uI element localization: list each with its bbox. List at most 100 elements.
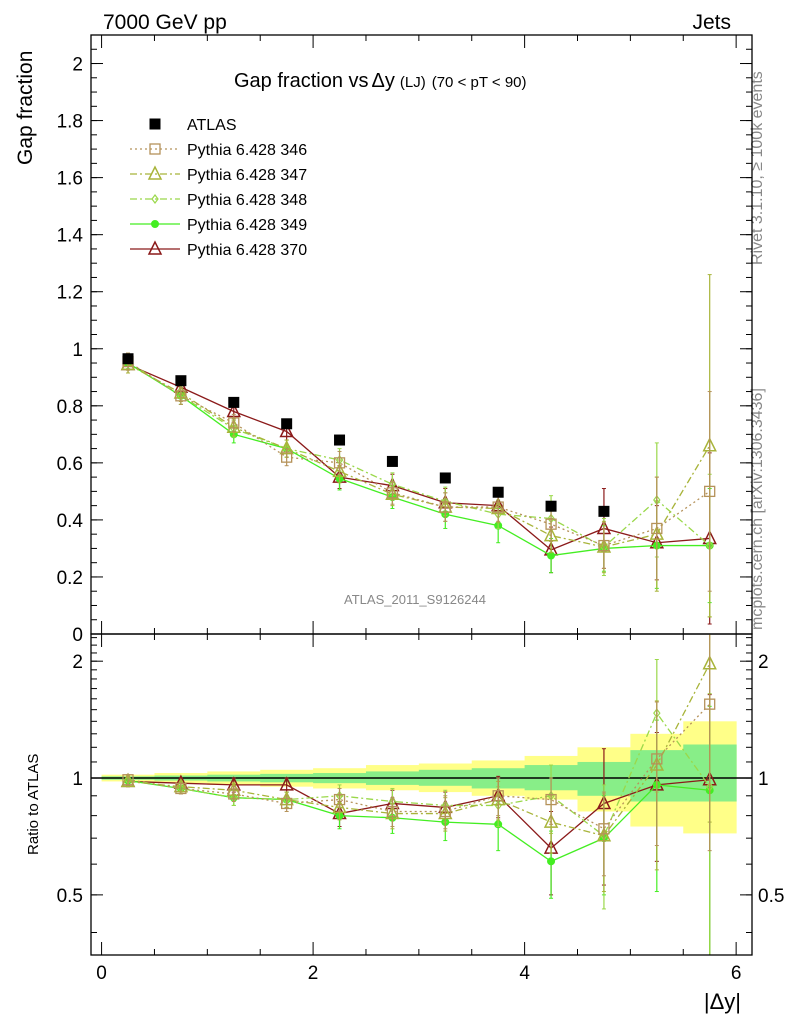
header-beam-label: 7000 GeV pp [103,11,227,34]
ratio-point [543,813,559,828]
legend-marker [151,194,159,204]
main-panel: 0 0.2 0.4 0.6 0.8 1 1.2 1.4 1.6 1.8 2 [57,34,753,646]
main-line-pythia-6.428-370 [127,363,710,551]
main-point [175,375,187,387]
ratio-point [175,782,187,795]
title-sub: (LJ) [400,74,426,91]
ratio-y-tick-label: 0.5 [57,886,83,907]
main-point [281,418,293,430]
ratio-frame [90,633,753,956]
y-tick-label: 0.2 [57,568,83,589]
main-point [598,539,610,552]
ratio-line-pythia-6.428-348 [127,711,711,837]
ratio-point [281,797,293,810]
chart-title: Gap fraction vs Δy (LJ) (70 < pT < 90) [234,70,527,92]
title-main: Gap fraction vs [234,70,369,92]
main-point [386,455,398,467]
y-tick-label: 0 [72,625,83,646]
ratio-point [333,793,346,806]
y-tick-label: 1.2 [57,283,83,304]
ratio-point [704,698,716,710]
x-tick-label: 2 [308,963,319,984]
main-line-pythia-6.428-349 [127,362,710,557]
ratio-point [122,774,134,786]
main-point [704,485,716,498]
main-line-pythia-6.428-347 [127,363,711,548]
ratio-line-pythia-6.428-370 [127,779,710,849]
x-tick-label: 6 [731,963,742,984]
ratio-panel: 0 2 4 6 0.5 0.5 1 1 2 2 [57,633,784,984]
y-tick-label: 1 [72,340,83,361]
y-tick-label: 0.4 [57,511,84,532]
mcplots-label: mcplots.cern.ch [arXiv:1306.3436] [749,388,766,630]
ratio-y-tick-label: 1 [72,769,83,790]
legend-label: ATLAS [187,117,237,134]
legend-marker [147,165,163,180]
ratio-point [651,753,663,765]
main-point [598,505,610,517]
main-point [492,501,504,513]
main-point [228,417,240,429]
main-point [122,353,134,365]
main-point [332,462,347,478]
x-tick-label: 0 [96,963,107,984]
ratio-point [228,788,240,800]
ratio-point [598,823,610,835]
main-point [333,457,346,469]
ratio-point [547,857,556,866]
ratio-point [439,805,451,818]
header-process-label: Jets [692,11,731,34]
main-y-axis-label: Gap fraction [14,51,37,165]
ratio-y-tick-label-right: 1 [758,769,769,790]
legend: ATLAS Pythia 6.428 346 Pythia 6.428 347 Pyt… [130,117,307,259]
main-point [334,434,346,446]
legend-label: Pythia 6.428 349 [187,217,307,234]
legend-label: Pythia 6.428 346 [187,142,307,159]
ratio-y-tick-label: 2 [72,652,83,673]
rivet-version-label: Rivet 3.1.10, ≥ 100k events [749,71,766,265]
analysis-watermark: ATLAS_2011_S9126244 [344,592,486,607]
legend-label: Pythia 6.428 347 [187,167,307,184]
ratio-y-tick-label-right: 0.5 [758,886,784,907]
main-point [545,518,557,530]
main-point [279,422,294,438]
main-point [545,500,557,512]
ratio-point [120,772,136,788]
main-line-pythia-6.428-348 [127,361,711,548]
legend-marker [151,220,159,228]
main-point [226,418,241,433]
ratio-point [386,805,399,818]
main-point [651,522,663,535]
ratio-point [332,798,347,814]
main-point [492,486,504,498]
ratio-y-tick-label-right: 2 [758,652,769,673]
legend-marker [149,143,161,155]
ratio-point [492,790,504,802]
y-tick-label: 2 [72,55,83,76]
ratio-line-pythia-6.428-349 [127,779,710,863]
x-axis-label: |Δy| [704,989,741,1014]
y-tick-label: 0.8 [57,397,83,418]
y-tick-label: 1.4 [57,226,84,247]
legend-marker [147,240,163,255]
title-delta: Δy [372,70,395,92]
main-point [439,501,451,513]
x-tick-label: 4 [519,963,530,984]
main-point [386,487,399,499]
main-point [175,390,187,402]
main-point [228,396,240,408]
main-point [439,472,451,484]
title-range: (70 < pT < 90) [432,74,527,91]
y-tick-label: 0.6 [57,454,83,475]
ratio-y-axis-label: Ratio to ATLAS [25,754,42,855]
ratio-point [279,776,294,791]
y-tick-label: 1.8 [57,112,83,133]
legend-label: Pythia 6.428 370 [187,242,307,259]
legend-label: Pythia 6.428 348 [187,192,307,209]
y-tick-label: 1.6 [57,169,83,190]
main-point [281,451,293,463]
ratio-line-pythia-6.428-347 [127,663,711,837]
legend-marker [149,118,161,130]
main-line-pythia-6.428-346 [127,361,711,547]
